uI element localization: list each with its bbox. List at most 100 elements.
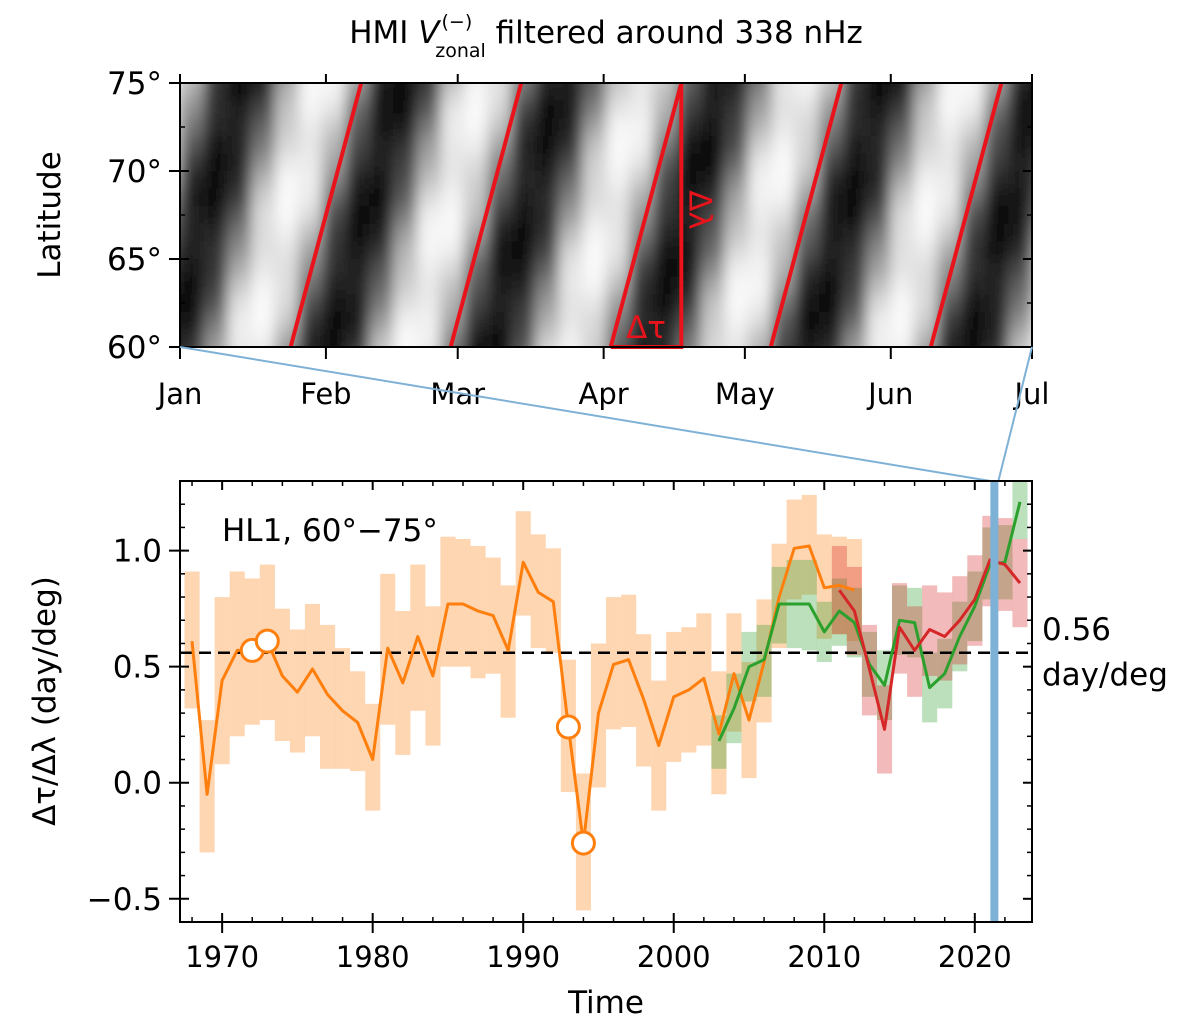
heatmap-cell bbox=[369, 83, 394, 84]
heatmap-cell bbox=[724, 223, 749, 243]
heatmap-cell bbox=[606, 171, 631, 190]
heatmap-cell bbox=[180, 206, 181, 225]
heatmap-cell bbox=[369, 259, 394, 278]
heatmap-cell bbox=[487, 83, 513, 84]
heatmap-cell bbox=[535, 206, 560, 225]
heatmap-cell bbox=[961, 223, 986, 243]
heatmap-cell bbox=[629, 294, 655, 313]
heatmap-cell bbox=[700, 188, 726, 208]
heatmap-cell bbox=[961, 100, 986, 120]
heatmap-cell bbox=[795, 83, 820, 102]
heatmap-cell bbox=[535, 118, 560, 137]
heatmap-cell bbox=[464, 83, 489, 84]
heatmap-cell bbox=[511, 311, 536, 331]
heatmap-cell bbox=[511, 206, 536, 225]
heatmap-cell bbox=[795, 83, 820, 84]
heatmap-cell bbox=[1032, 294, 1057, 313]
heatmap-cell bbox=[771, 241, 797, 260]
heatmap-cells bbox=[180, 83, 1057, 366]
heatmap-cell bbox=[417, 347, 442, 366]
heatmap-cell bbox=[866, 294, 891, 313]
top-panel-heatmap: HMI V (−) zonal filtered around 338 nHz Δτ… bbox=[32, 11, 1057, 411]
series-line-red bbox=[838, 558, 1022, 731]
heatmap-cell bbox=[582, 276, 607, 296]
heatmap-cell bbox=[937, 171, 962, 190]
heatmap-cell bbox=[227, 188, 252, 208]
heatmap-cell bbox=[724, 100, 749, 120]
heatmap-cell bbox=[511, 100, 536, 120]
heatmap-cell bbox=[511, 118, 536, 137]
heatmap-cell bbox=[700, 241, 726, 260]
heatmap-cell bbox=[913, 135, 939, 155]
heatmap-cell bbox=[1008, 311, 1032, 331]
heatmap-cell bbox=[274, 311, 300, 331]
heatmap-cell bbox=[984, 100, 1010, 120]
heatmap-cell bbox=[866, 223, 891, 243]
heatmap-cell bbox=[842, 171, 868, 190]
heatmap-cell bbox=[440, 347, 465, 366]
heatmap-cell bbox=[606, 100, 631, 120]
heatmap-cell bbox=[535, 171, 560, 190]
heatmap-cell bbox=[890, 294, 915, 313]
heatmap-cell bbox=[251, 83, 276, 84]
heatmap-cell bbox=[251, 276, 276, 296]
heatmap-cell bbox=[203, 311, 229, 331]
heatmap-cell bbox=[771, 83, 797, 102]
heatmap-cell bbox=[724, 294, 749, 313]
heatmap-cell bbox=[913, 83, 939, 102]
heatmap-cell bbox=[535, 311, 560, 331]
heatmap-cell bbox=[274, 294, 300, 313]
heatmap-cell bbox=[937, 347, 962, 366]
heatmap-cell bbox=[937, 188, 962, 208]
heatmap-cell bbox=[511, 153, 536, 172]
heatmap-cell bbox=[1008, 241, 1032, 260]
heatmap-cell bbox=[203, 276, 229, 296]
heatmap-cell bbox=[487, 188, 513, 208]
heatmap-cell bbox=[937, 206, 962, 225]
title-prefix: HMI bbox=[349, 15, 418, 51]
heatmap-cell bbox=[416, 153, 442, 172]
heatmap-cell bbox=[511, 329, 536, 347]
heatmap-cell bbox=[346, 347, 371, 366]
y-tick-label: 65° bbox=[107, 242, 162, 278]
heatmap-cell bbox=[274, 188, 300, 208]
bottom-y-axis-label: Δτ/Δλ (day/deg) bbox=[27, 576, 63, 826]
heatmap-cell bbox=[298, 153, 323, 172]
bottom-panel-line-chart: −0.5 0.0 0.5 1.0 1970 1980 1990 2000 2010 2020 H… bbox=[27, 480, 1168, 1021]
heatmap-cell bbox=[298, 83, 323, 84]
heatmap-cell bbox=[653, 294, 678, 313]
bottom-panel-frame bbox=[179, 480, 1033, 923]
heatmap-cell bbox=[629, 329, 655, 347]
heatmap-cell bbox=[558, 135, 584, 155]
heatmap-cell bbox=[866, 188, 891, 208]
heatmap-cell bbox=[724, 259, 749, 278]
heatmap-cell bbox=[653, 171, 678, 190]
heatmap-cell bbox=[1008, 135, 1032, 155]
x-tick-label: 2020 bbox=[938, 940, 1012, 974]
title-subscript: zonal bbox=[435, 40, 486, 62]
heatmap-cell bbox=[487, 311, 513, 331]
heatmap-cell bbox=[345, 83, 371, 84]
heatmap-cell bbox=[251, 188, 276, 208]
heatmap-cell bbox=[748, 153, 773, 172]
heatmap-cell bbox=[180, 206, 205, 225]
heatmap-cell bbox=[345, 188, 371, 208]
heatmap-cell bbox=[298, 118, 323, 137]
heatmap-cell bbox=[819, 329, 844, 347]
heatmap-cell bbox=[748, 294, 773, 313]
heatmap-cell bbox=[653, 329, 678, 347]
heatmap-cell bbox=[227, 311, 252, 331]
heatmap-cell bbox=[890, 329, 915, 347]
heatmap-cell bbox=[322, 188, 347, 208]
heatmap-cell bbox=[1008, 206, 1032, 225]
heatmap-cell bbox=[393, 259, 418, 278]
heatmap-cell bbox=[1008, 118, 1032, 137]
heatmap-cell bbox=[180, 100, 205, 120]
heatmap-cell bbox=[180, 153, 205, 172]
heatmap-cell bbox=[535, 135, 560, 155]
heatmap-cell bbox=[251, 329, 276, 347]
heatmap-cell bbox=[298, 188, 323, 208]
heatmap-cell bbox=[393, 347, 418, 366]
open-marker bbox=[570, 830, 596, 856]
heatmap-cell bbox=[558, 329, 584, 347]
